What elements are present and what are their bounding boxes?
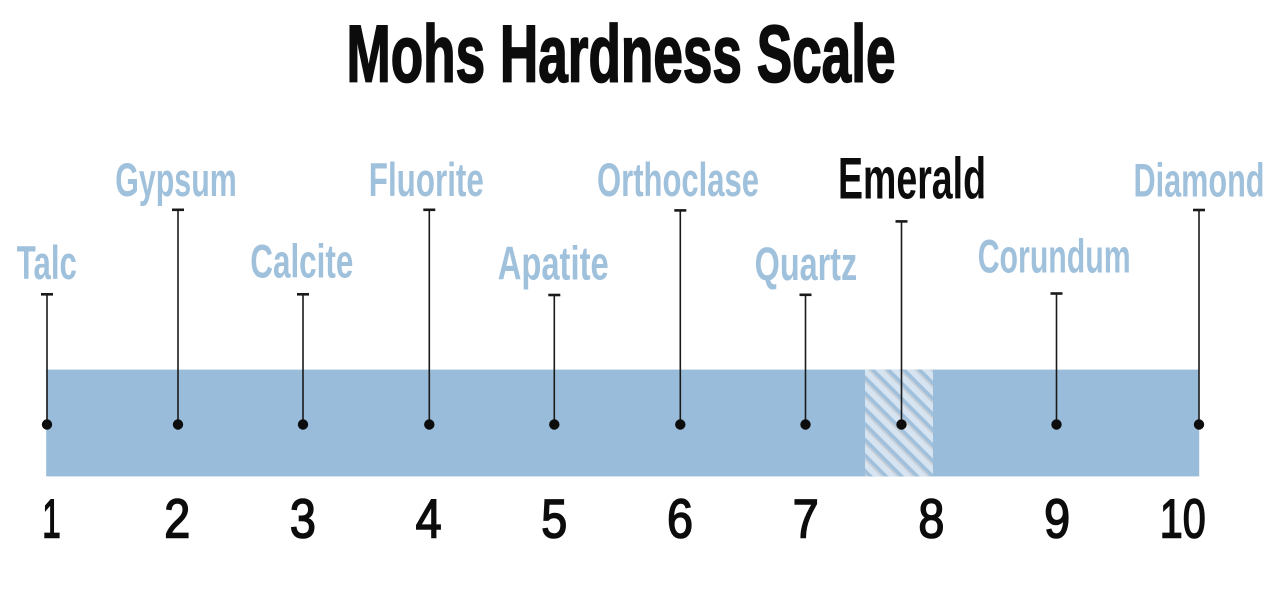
svg-text:1: 1 bbox=[42, 489, 61, 550]
svg-text:3: 3 bbox=[290, 489, 316, 550]
svg-text:Diamond: Diamond bbox=[1134, 155, 1265, 208]
svg-text:Calcite: Calcite bbox=[250, 236, 353, 289]
svg-text:9: 9 bbox=[1044, 489, 1070, 550]
svg-text:Mohs Hardness Scale: Mohs Hardness Scale bbox=[347, 10, 896, 100]
svg-text:Apatite: Apatite bbox=[498, 237, 609, 290]
svg-text:Emerald: Emerald bbox=[838, 147, 986, 212]
svg-text:Gypsum: Gypsum bbox=[115, 154, 237, 207]
svg-text:Talc: Talc bbox=[17, 237, 77, 290]
svg-text:2: 2 bbox=[164, 489, 190, 550]
svg-text:8: 8 bbox=[918, 489, 944, 550]
svg-text:6: 6 bbox=[667, 489, 693, 550]
svg-text:Corundum: Corundum bbox=[978, 231, 1131, 284]
svg-text:Fluorite: Fluorite bbox=[369, 154, 484, 207]
svg-text:Orthoclase: Orthoclase bbox=[597, 154, 759, 207]
svg-text:7: 7 bbox=[793, 489, 819, 550]
svg-text:10: 10 bbox=[1160, 489, 1206, 550]
svg-text:5: 5 bbox=[541, 489, 567, 550]
svg-text:4: 4 bbox=[416, 489, 442, 550]
svg-text:Quartz: Quartz bbox=[755, 238, 858, 291]
